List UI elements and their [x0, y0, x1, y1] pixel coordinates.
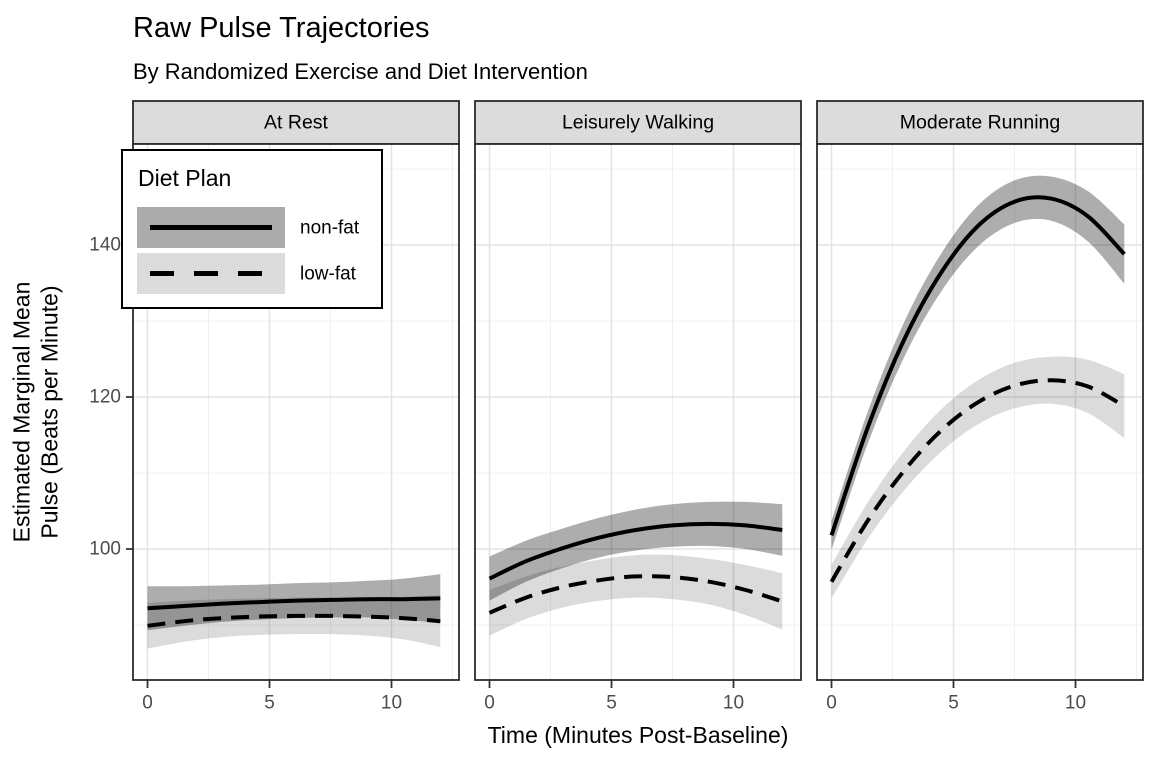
mean-line-low-fat	[147, 613, 441, 628]
panel-border	[816, 143, 1144, 681]
facet-strip-label: Moderate Running	[900, 112, 1060, 134]
facet-leisurely-walking: Leisurely Walking 0 5 10	[474, 100, 802, 714]
panel-background	[817, 144, 1143, 680]
gridlines	[817, 144, 1143, 680]
facet-strip	[816, 100, 1144, 145]
legend-entry-label: non-fat	[300, 218, 360, 239]
chart-subtitle: By Randomized Exercise and Diet Interven…	[133, 59, 588, 84]
x-tick-label: 0	[484, 693, 495, 714]
x-tick-label: 0	[826, 693, 837, 714]
ci-ribbon-non-fat	[489, 501, 783, 601]
x-tick-label: 10	[1065, 693, 1086, 714]
y-tick-label: 120	[89, 387, 121, 408]
ci-ribbon-low-fat	[147, 595, 441, 649]
facet-strip-label: At Rest	[264, 112, 329, 134]
mean-line-non-fat	[829, 195, 1126, 536]
x-tick-label: 10	[381, 693, 402, 714]
panel-border	[474, 143, 802, 681]
x-tick-label: 10	[723, 693, 744, 714]
facet-moderate-running: Moderate Running 0 5 10	[816, 100, 1144, 714]
ci-ribbon-non-fat	[831, 175, 1125, 550]
x-tick-label: 5	[264, 693, 275, 714]
x-axis-title: Time (Minutes Post-Baseline)	[487, 722, 789, 748]
x-tick-label: 5	[606, 693, 617, 714]
legend-title: Diet Plan	[138, 165, 231, 191]
y-tick-label: 100	[89, 539, 121, 560]
facet-strip-label: Leisurely Walking	[562, 112, 714, 134]
facet-strip	[474, 100, 802, 145]
x-tick-label: 0	[142, 693, 153, 714]
mean-line-low-fat	[829, 378, 1126, 583]
legend: Diet Plan non-fat low-fat	[121, 149, 383, 309]
chart-title: Raw Pulse Trajectories	[133, 12, 430, 44]
mean-line-low-fat	[488, 574, 783, 615]
ci-ribbon-low-fat	[489, 554, 783, 636]
gridlines	[475, 144, 801, 680]
legend-entry-label: low-fat	[300, 264, 357, 285]
mean-line-non-fat	[488, 521, 783, 581]
mean-line-non-fat	[147, 596, 441, 611]
panel-border	[132, 143, 460, 681]
y-axis-title: Estimated Marginal Mean Pulse (Beats per…	[8, 281, 62, 543]
ci-ribbon-low-fat	[831, 356, 1125, 599]
y-tick-label: 140	[89, 235, 121, 256]
x-tick-label: 5	[948, 693, 959, 714]
